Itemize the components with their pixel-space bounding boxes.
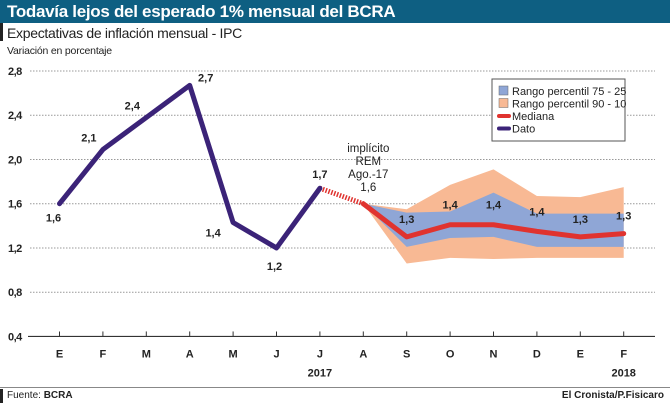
- x-tick-label: M: [142, 348, 151, 360]
- median-data-label: 1,4: [486, 200, 502, 212]
- x-tick-label: A: [186, 348, 194, 360]
- x-tick-label: M: [229, 348, 238, 360]
- year-label: 2017: [308, 367, 332, 379]
- legend-swatch: [498, 85, 509, 96]
- x-tick-label: N: [490, 348, 498, 360]
- x-tick-label: E: [56, 348, 63, 360]
- median-line: [360, 201, 627, 240]
- legend-label: Rango percentil 90 - 10: [512, 99, 626, 111]
- title-bar: Todavía lejos del esperado 1% mensual de…: [0, 0, 670, 23]
- chart-subtitle: Expectativas de inflación mensual - IPC: [7, 25, 242, 41]
- footer-marker: [0, 389, 3, 403]
- x-tick-label: E: [577, 348, 584, 360]
- implicit-segment: [319, 185, 365, 207]
- dato-data-label: 1,6: [46, 213, 61, 225]
- x-tick-label: A: [359, 348, 367, 360]
- year-label: 2018: [611, 367, 635, 379]
- x-tick-label: D: [533, 348, 541, 360]
- x-tick-label: J: [317, 348, 323, 360]
- implicit-label: Ago.-17: [348, 169, 388, 181]
- y-tick-label: 2,4: [8, 110, 23, 122]
- median-data-label: 1,4: [442, 200, 458, 212]
- chart-title: Todavía lejos del esperado 1% mensual de…: [7, 2, 396, 21]
- dato-data-label: 1,7: [312, 169, 327, 181]
- source-label: Fuente:: [7, 390, 41, 401]
- implicit-label: REM: [356, 156, 382, 168]
- legend-label: Mediana: [512, 111, 555, 123]
- y-tick-label: 1,6: [8, 199, 22, 211]
- implicit-label: implícito: [347, 143, 389, 155]
- legend-box: [491, 78, 626, 142]
- x-tick-label: O: [446, 348, 455, 360]
- y-tick-label: 1,2: [8, 243, 22, 255]
- y-tick-label: 0,8: [8, 287, 22, 299]
- median-data-label: 1,4: [529, 206, 545, 218]
- dato-data-label: 2,7: [198, 72, 213, 84]
- source-note: Fuente: BCRA: [7, 390, 73, 401]
- dato-data-label: 1,2: [267, 261, 282, 273]
- x-tick-label: J: [273, 348, 279, 360]
- median-data-label: 1,3: [616, 211, 631, 223]
- legend-label: Dato: [512, 124, 535, 136]
- credit: El Cronista/P.Fisicaro: [561, 390, 664, 401]
- legend-label: Rango percentil 75 - 25: [512, 86, 626, 98]
- dato-line: [57, 82, 323, 251]
- dato-data-label: 2,1: [81, 133, 96, 145]
- implicit-label: 1,6: [360, 182, 376, 194]
- y-tick-label: 0,4: [8, 331, 23, 343]
- footer-divider: [0, 387, 670, 388]
- median-data-label: 1,3: [399, 214, 414, 226]
- x-tick-label: S: [403, 348, 410, 360]
- dato-data-label: 1,4: [205, 228, 221, 240]
- unit-label: Variación en porcentaje: [7, 45, 112, 57]
- dato-data-label: 2,4: [125, 100, 141, 112]
- median-data-label: 1,3: [573, 214, 588, 226]
- x-tick-label: F: [620, 348, 627, 360]
- source-value: BCRA: [43, 390, 73, 401]
- y-tick-label: 2,8: [8, 66, 22, 78]
- subtitle-marker: [0, 23, 3, 41]
- x-tick-label: F: [100, 348, 107, 360]
- y-tick-label: 2,0: [8, 154, 22, 166]
- legend-swatch: [498, 98, 509, 108]
